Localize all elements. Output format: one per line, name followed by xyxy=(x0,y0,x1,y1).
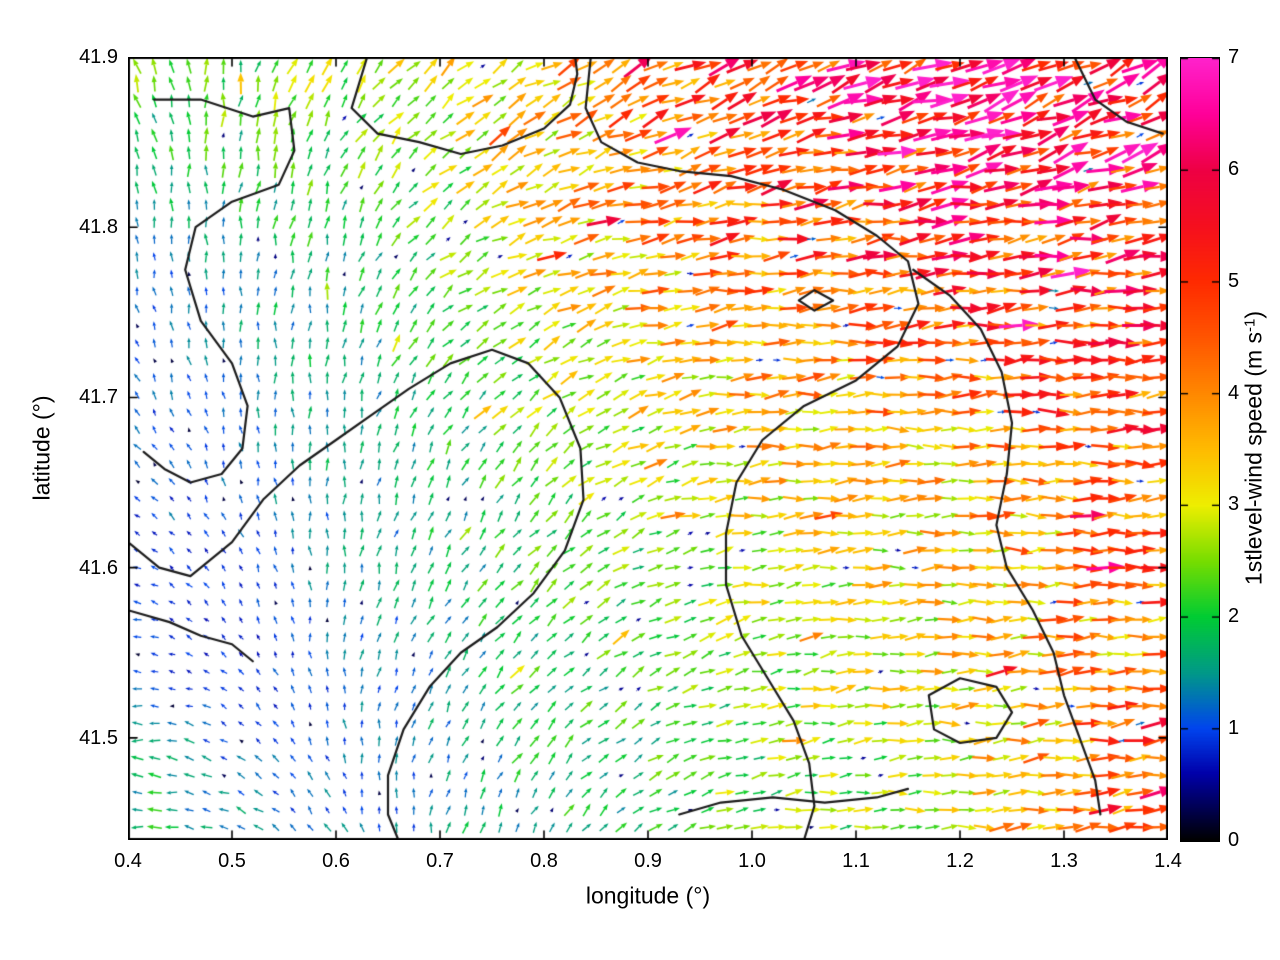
colorbar-tick-label: 5 xyxy=(1228,269,1240,292)
colorbar-tick-label: 3 xyxy=(1228,493,1240,516)
quiver-plot-canvas xyxy=(128,57,1168,840)
colorbar xyxy=(1180,57,1220,842)
colorbar-label: 1stlevel-wind speed (m s-1) xyxy=(1241,311,1268,585)
x-tick-label: 1.3 xyxy=(1050,850,1078,872)
x-axis-label: longitude (°) xyxy=(585,882,711,909)
y-tick-label: 41.5 xyxy=(79,726,118,749)
colorbar-gradient-canvas xyxy=(1180,57,1220,842)
x-tick-label: 1.0 xyxy=(738,850,766,872)
plot-area xyxy=(128,57,1168,840)
y-tick-label: 41.9 xyxy=(79,46,118,68)
x-tick-label: 0.5 xyxy=(218,850,246,872)
y-tick-label: 41.7 xyxy=(79,386,118,409)
x-tick-label: 0.9 xyxy=(634,850,662,872)
x-tick-label: 1.1 xyxy=(842,850,870,872)
colorbar-tick-label: 7 xyxy=(1228,46,1240,68)
x-tick-label: 0.8 xyxy=(530,850,558,872)
x-tick-label: 0.7 xyxy=(426,850,454,872)
colorbar-tick-label: 2 xyxy=(1228,605,1240,628)
y-tick-label: 41.8 xyxy=(79,216,118,239)
colorbar-label-suffix: ) xyxy=(1240,310,1267,319)
colorbar-label-text: 1stlevel-wind speed (m s xyxy=(1240,331,1267,586)
x-tick-label: 1.2 xyxy=(946,850,974,872)
colorbar-label-superscript: -1 xyxy=(1241,318,1259,332)
colorbar-tick-label: 1 xyxy=(1228,717,1240,740)
x-tick-label: 0.6 xyxy=(322,850,350,872)
y-tick-label: 41.6 xyxy=(79,556,118,579)
colorbar-tick-label: 0 xyxy=(1228,829,1240,851)
colorbar-tick-label: 6 xyxy=(1228,157,1240,180)
y-axis-label: latitude (°) xyxy=(28,395,55,501)
x-tick-label: 1.4 xyxy=(1154,850,1182,872)
colorbar-tick-label: 4 xyxy=(1228,381,1240,404)
x-tick-label: 0.4 xyxy=(114,850,142,872)
